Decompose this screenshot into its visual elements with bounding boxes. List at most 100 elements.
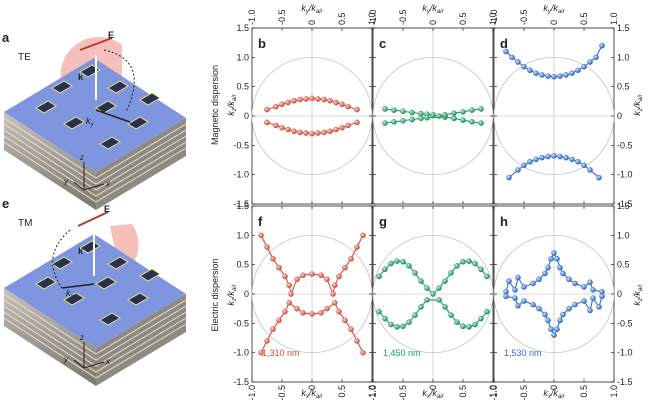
data-point [376,308,382,315]
x-tick-label: 1.0 [609,12,619,25]
stack-top-face [4,58,186,172]
y-tick-label: -0.5 [233,318,249,328]
data-point [460,117,466,123]
data-point [418,278,424,284]
holes-grid [35,64,161,150]
data-point [264,106,270,113]
data-point [539,72,545,78]
data-point [484,308,490,315]
data-point [460,258,466,265]
data-point [327,128,333,135]
data-point [472,260,478,267]
panel-label-h: h [500,214,508,229]
x-tick-label: 0.5 [337,385,347,398]
data-point [324,276,330,283]
curved-path [52,229,71,289]
stack-front-face [4,112,96,210]
data-point [566,276,572,283]
data-point [279,124,285,131]
data-point [300,272,306,279]
axis-y: y [63,177,69,186]
data-point [512,295,518,301]
x-tick-label: -1.0 [489,385,499,400]
data-point [418,115,424,122]
data-point [512,287,518,293]
panel-label-b: b [258,36,266,51]
data-point [400,108,406,115]
data-point [354,338,360,344]
x-tick-label: 0 [549,385,559,390]
data-point [515,59,521,65]
data-point [400,323,406,330]
data-point [297,129,303,136]
data-point [303,96,309,102]
panel-label-a: a [2,30,10,45]
data-point [454,263,460,269]
data-point [530,301,536,308]
stack-front-face [4,288,96,386]
data-point [575,67,581,74]
data-point [469,107,475,113]
data-point [294,305,300,312]
x-tick-label: -1.0 [368,9,378,25]
data-point [436,113,442,119]
y-tick-label-right: 1.0 [617,230,630,240]
data-point [560,270,566,277]
y-tick-label: -1.5 [233,377,249,387]
data-point [442,278,448,284]
data-point [264,119,270,126]
data-point [542,270,548,277]
y-tick-label-right: 0.5 [617,82,630,92]
y-tick-label-right: 1.0 [617,52,630,62]
data-point [599,288,605,295]
data-point [412,270,418,276]
panel-label-e: e [2,196,9,211]
data-point [503,48,509,55]
plot-f: -1.0 -0.5 0 0.5 1.0-1.5-1.0-0.500.51.01.5 [233,201,377,400]
wavelength-label-1450: 1,450 nm [383,348,421,358]
y-tick-label: 1.5 [236,23,249,33]
data-point [291,128,297,135]
y-tick-label: 0 [244,289,249,299]
wavevector-label: k [78,72,84,82]
x-axis-title-top-d: ky/kair [543,3,565,15]
data-point [563,72,569,78]
data-point [394,324,400,330]
data-point [309,271,315,277]
data-point [557,264,563,271]
data-point [318,272,324,279]
x-tick-label: 0.5 [458,12,468,25]
data-point [590,287,596,293]
data-point [424,285,430,291]
data-point [336,308,342,315]
data-point [515,167,521,173]
y-tick-label: -1.0 [233,170,249,180]
stack-side-face [96,294,186,386]
data-point [309,130,315,137]
data-point [448,312,454,318]
holes-grid [35,240,161,326]
x-tick-label: -0.5 [398,9,408,25]
data-point [412,312,418,318]
data-point [382,315,388,322]
x-tick-label: 0.5 [579,385,589,398]
data-point [270,326,276,333]
x-tick-label: 1.0 [488,12,498,25]
plot-b: -1.0 -0.5 0 0.5 1.0 -1.5 -1.0 -0.5 0 0.5 1.0 1.5 [233,9,377,209]
data-point [354,119,360,126]
data-point [270,255,276,262]
data-point [454,319,460,325]
data-point [342,264,348,271]
data-point [409,109,415,116]
data-point [345,122,351,129]
data-point [572,301,578,308]
axis-x: x [105,357,111,366]
data-point [478,315,484,322]
data-point [345,103,351,110]
data-point [331,282,338,289]
data-point [521,63,527,70]
data-point [545,317,551,324]
data-point [360,232,366,239]
data-point [590,295,596,301]
data-point [542,311,548,318]
